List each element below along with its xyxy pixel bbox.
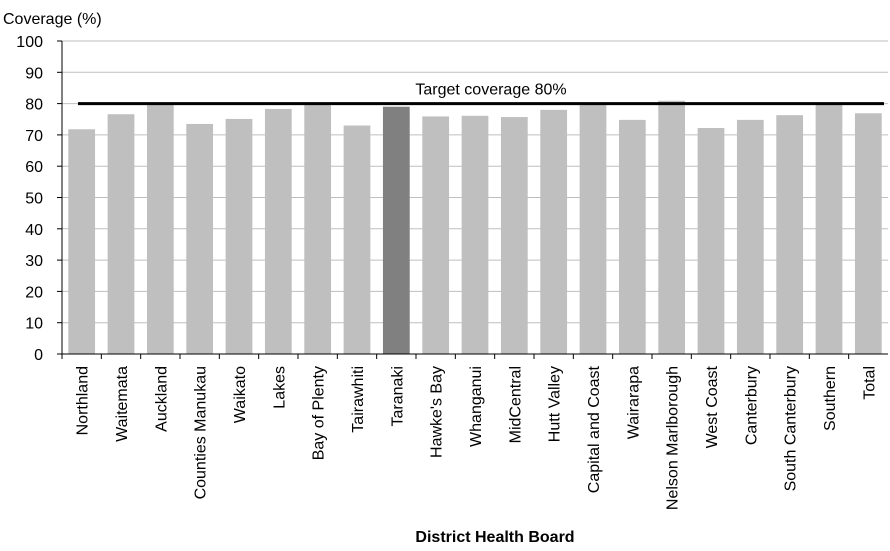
bar (461, 115, 489, 354)
bar (225, 118, 253, 354)
category-label: Bay of Plenty (311, 366, 328, 460)
bar (618, 119, 646, 354)
bar (500, 117, 528, 355)
bar (736, 119, 764, 354)
category-label: Counties Manukau (193, 366, 210, 499)
bar (579, 102, 607, 354)
bar (304, 103, 332, 354)
bar (68, 129, 96, 354)
y-tick-label: 20 (25, 284, 43, 301)
category-label: Lakes (271, 366, 288, 409)
y-tick-label: 50 (25, 191, 43, 208)
category-label: Hutt Valley (547, 366, 564, 442)
category-label: Canterbury (743, 366, 760, 445)
x-axis-title: District Health Board (415, 529, 574, 546)
bar (146, 104, 174, 354)
y-tick-label: 0 (34, 347, 43, 364)
bars (68, 100, 882, 355)
category-label: Capital and Coast (586, 365, 603, 493)
bar (776, 115, 804, 354)
y-tick-label: 100 (16, 34, 43, 51)
category-label: West Coast (704, 365, 721, 448)
category-label: Waikato (232, 366, 249, 423)
bar (186, 123, 214, 354)
bar (107, 114, 135, 354)
y-axis-ticks: 0 10 20 30 40 50 60 70 80 90 100 (16, 34, 62, 364)
y-tick-label: 70 (25, 128, 43, 145)
category-label: Tairawhiti (350, 366, 367, 433)
bar (658, 100, 686, 355)
y-tick-label: 10 (25, 316, 43, 333)
category-labels: Northland Waitemata Auckland Counties Manuk… (61, 354, 878, 510)
y-tick-label: 60 (25, 159, 43, 176)
bar (815, 103, 843, 355)
category-label: Southern (822, 366, 839, 431)
category-label: Waitemata (114, 366, 131, 442)
category-label: Taranaki (389, 366, 406, 426)
category-label: South Canterbury (783, 366, 800, 491)
category-label: Hawke's Bay (429, 366, 446, 458)
category-label: Northland (75, 366, 92, 435)
target-label: Target coverage 80% (415, 82, 566, 99)
bar (343, 125, 371, 354)
bar (264, 108, 292, 355)
category-label: Total (861, 366, 878, 400)
y-tick-label: 30 (25, 253, 43, 270)
y-tick-label: 80 (25, 97, 43, 114)
category-label: Nelson Marlborough (665, 366, 682, 510)
bar (540, 109, 568, 354)
category-label: Whanganui (468, 366, 485, 447)
category-label: Wairarapa (625, 366, 642, 439)
category-label: MidCentral (507, 366, 524, 443)
bar (422, 116, 450, 354)
y-tick-label: 40 (25, 222, 43, 239)
bar (382, 106, 410, 354)
y-axis-title: Coverage (%) (3, 11, 102, 28)
bar (697, 128, 725, 354)
y-tick-label: 90 (25, 65, 43, 82)
category-label: Auckland (153, 366, 170, 432)
bar (854, 113, 882, 354)
